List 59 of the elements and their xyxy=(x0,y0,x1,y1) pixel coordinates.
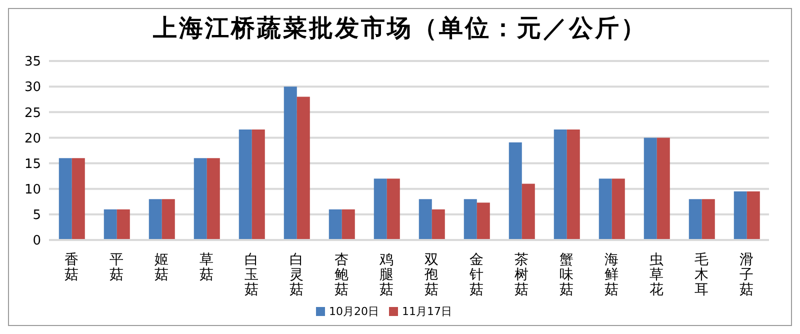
bar xyxy=(656,138,670,240)
bar xyxy=(342,209,355,240)
x-tick-label: 金针菇 xyxy=(468,252,484,298)
bar xyxy=(148,199,162,240)
bar xyxy=(72,158,85,240)
x-tick-label: 毛木耳 xyxy=(694,252,708,298)
bar xyxy=(418,199,432,240)
y-tick-label: 25 xyxy=(24,106,41,121)
bar xyxy=(688,199,702,240)
y-tick-label: 5 xyxy=(32,208,41,224)
x-tick-label: 香菇 xyxy=(64,252,78,283)
bar xyxy=(252,130,265,240)
bar xyxy=(194,158,207,240)
x-tick-label: 平菇 xyxy=(110,252,124,283)
bar xyxy=(386,178,400,240)
x-tick-label: 虫草花 xyxy=(650,252,664,298)
x-tick-label: 海鲜菇 xyxy=(604,252,618,298)
x-tick-label: 双孢菇 xyxy=(424,252,438,298)
x-tick-label: 白灵菇 xyxy=(290,252,304,298)
x-tick-label: 滑子菇 xyxy=(740,252,754,298)
bar xyxy=(238,130,252,240)
bar xyxy=(476,202,490,240)
bar xyxy=(734,191,747,240)
bar xyxy=(296,96,310,240)
y-tick-label: 35 xyxy=(24,54,41,70)
bar xyxy=(464,199,477,240)
bar xyxy=(116,209,130,240)
bar xyxy=(508,142,522,240)
bar xyxy=(162,199,175,240)
bar xyxy=(104,209,117,240)
bar xyxy=(746,191,760,240)
bar xyxy=(206,158,220,240)
bar xyxy=(554,130,567,240)
bar xyxy=(284,86,297,240)
bar xyxy=(702,199,715,240)
bar xyxy=(566,130,580,240)
x-tick-label: 姬菇 xyxy=(154,252,168,283)
legend-label: 11月17日 xyxy=(402,305,452,318)
x-tick-label: 白玉菇 xyxy=(244,252,258,298)
bar xyxy=(58,158,72,240)
x-tick-label: 茶树菇 xyxy=(514,252,528,298)
y-tick-label: 10 xyxy=(24,182,41,198)
chart-title: 上海江桥蔬菜批发市场（单位：元／公斤） xyxy=(152,13,648,44)
bar xyxy=(522,184,535,240)
bar xyxy=(374,178,387,240)
bar xyxy=(328,209,342,240)
x-tick-label: 鸡腿菇 xyxy=(378,252,394,298)
bar xyxy=(644,138,657,240)
y-tick-label: 15 xyxy=(24,156,41,172)
y-tick-label: 30 xyxy=(24,80,41,96)
x-tick-label: 杏鲍菇 xyxy=(334,252,348,298)
y-tick-label: 0 xyxy=(32,234,41,249)
bar xyxy=(612,178,625,240)
y-tick-label: 20 xyxy=(24,131,41,146)
bar xyxy=(598,178,612,240)
legend-label: 10月20日 xyxy=(329,305,379,318)
x-tick-label: 草菇 xyxy=(200,252,214,283)
x-tick-label: 蟹味菇 xyxy=(560,252,574,298)
bar xyxy=(432,209,445,240)
